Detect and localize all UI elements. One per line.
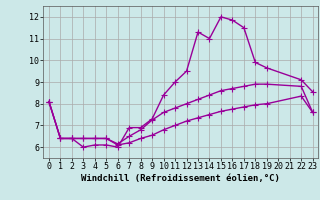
X-axis label: Windchill (Refroidissement éolien,°C): Windchill (Refroidissement éolien,°C) (81, 174, 280, 183)
